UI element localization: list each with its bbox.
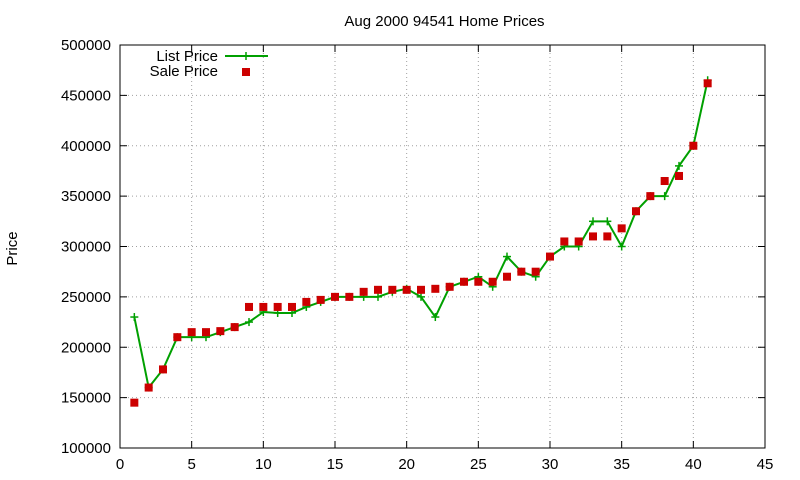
sale-price-point (560, 237, 569, 246)
y-tick-label: 400000 (61, 138, 111, 155)
list-price-point (417, 292, 425, 301)
y-tick-label: 250000 (61, 289, 111, 306)
sale-price-point (316, 295, 325, 304)
sale-price-point (603, 232, 612, 241)
list-price-point (589, 217, 597, 226)
x-tick-label: 10 (255, 456, 272, 473)
x-tick-label: 0 (116, 456, 124, 473)
sale-price-point (359, 287, 368, 296)
sale-price-point (546, 252, 554, 261)
x-tick-label: 35 (613, 456, 630, 473)
sale-price-point (259, 302, 268, 311)
sale-price-point (517, 267, 526, 276)
sale-price-point (331, 292, 339, 301)
sale-price-point (187, 328, 196, 337)
x-tick-label: 20 (398, 456, 415, 473)
sale-price-point (374, 285, 382, 294)
sale-price-point (503, 272, 511, 281)
sale-price-point (388, 285, 397, 294)
list-price-point (374, 292, 382, 301)
list-price-point (675, 161, 683, 170)
sale-price-point (417, 285, 425, 294)
legend-marker-list-price (242, 52, 250, 60)
sale-price-point (130, 398, 139, 407)
y-tick-label: 450000 (61, 87, 111, 104)
axis-ticks (119, 44, 766, 449)
grid-lines (120, 45, 765, 448)
x-tick-label: 25 (470, 456, 487, 473)
sale-price-point (460, 277, 468, 286)
x-tick-label: 45 (757, 456, 774, 473)
sale-price-point (589, 232, 597, 241)
sale-price-point (617, 224, 626, 233)
list-price-point (660, 192, 669, 201)
list-price-point (130, 313, 139, 322)
x-tick-label: 30 (542, 456, 559, 473)
sale-price-point (345, 292, 354, 301)
chart-title: Aug 2000 94541 Home Prices (344, 13, 544, 30)
legend: List Price Sale Price (150, 48, 268, 80)
series (130, 76, 712, 407)
sale-price-point (445, 282, 454, 291)
y-tick-label: 200000 (61, 339, 111, 356)
y-tick-label: 150000 (61, 390, 111, 407)
list-price-point (503, 252, 511, 261)
legend-label-sale-price: Sale Price (150, 63, 218, 80)
sale-price-point (531, 267, 540, 276)
sale-price-point (302, 297, 311, 306)
y-tick-label: 350000 (61, 188, 111, 205)
sale-price-point (689, 141, 698, 150)
sale-price-point (216, 327, 225, 336)
sale-price-point (159, 365, 167, 374)
sale-price-point (646, 192, 655, 201)
legend-plus (242, 52, 250, 60)
y-tick-label: 500000 (61, 37, 111, 54)
list-price-point (603, 217, 612, 226)
y-axis-label: Price (4, 231, 21, 265)
sale-price-point (288, 302, 296, 311)
y-tick-label: 100000 (61, 440, 111, 457)
sale-price-point (173, 333, 182, 342)
list-price-point (617, 242, 626, 251)
sale-price-point (632, 207, 640, 216)
legend-marker-sale-price (242, 68, 250, 76)
y-tick-label: 300000 (61, 239, 111, 256)
sale-price-point (245, 302, 253, 311)
sale-price-point (402, 285, 411, 294)
sale-price-point (230, 323, 239, 332)
sale-price-point (474, 277, 483, 286)
sale-price-point (574, 237, 583, 246)
x-tick-label: 15 (327, 456, 344, 473)
sale-price-point (144, 383, 153, 392)
tick-labels: 0 5 10 15 20 25 30 35 40 45 100000 150000 200000 2500… (61, 37, 773, 473)
sale-price-point (703, 79, 712, 88)
list-price-point (431, 313, 440, 322)
x-tick-label: 40 (685, 456, 702, 473)
x-tick-label: 5 (187, 456, 195, 473)
legend-label-list-price: List Price (156, 48, 218, 65)
sale-price-point (431, 284, 440, 293)
sale-price-point (273, 302, 282, 311)
sale-price-point (675, 171, 683, 180)
sale-price-point (202, 328, 210, 337)
list-price-point (245, 318, 253, 327)
sale-price-point (660, 177, 669, 186)
sale-price-point (488, 277, 497, 286)
